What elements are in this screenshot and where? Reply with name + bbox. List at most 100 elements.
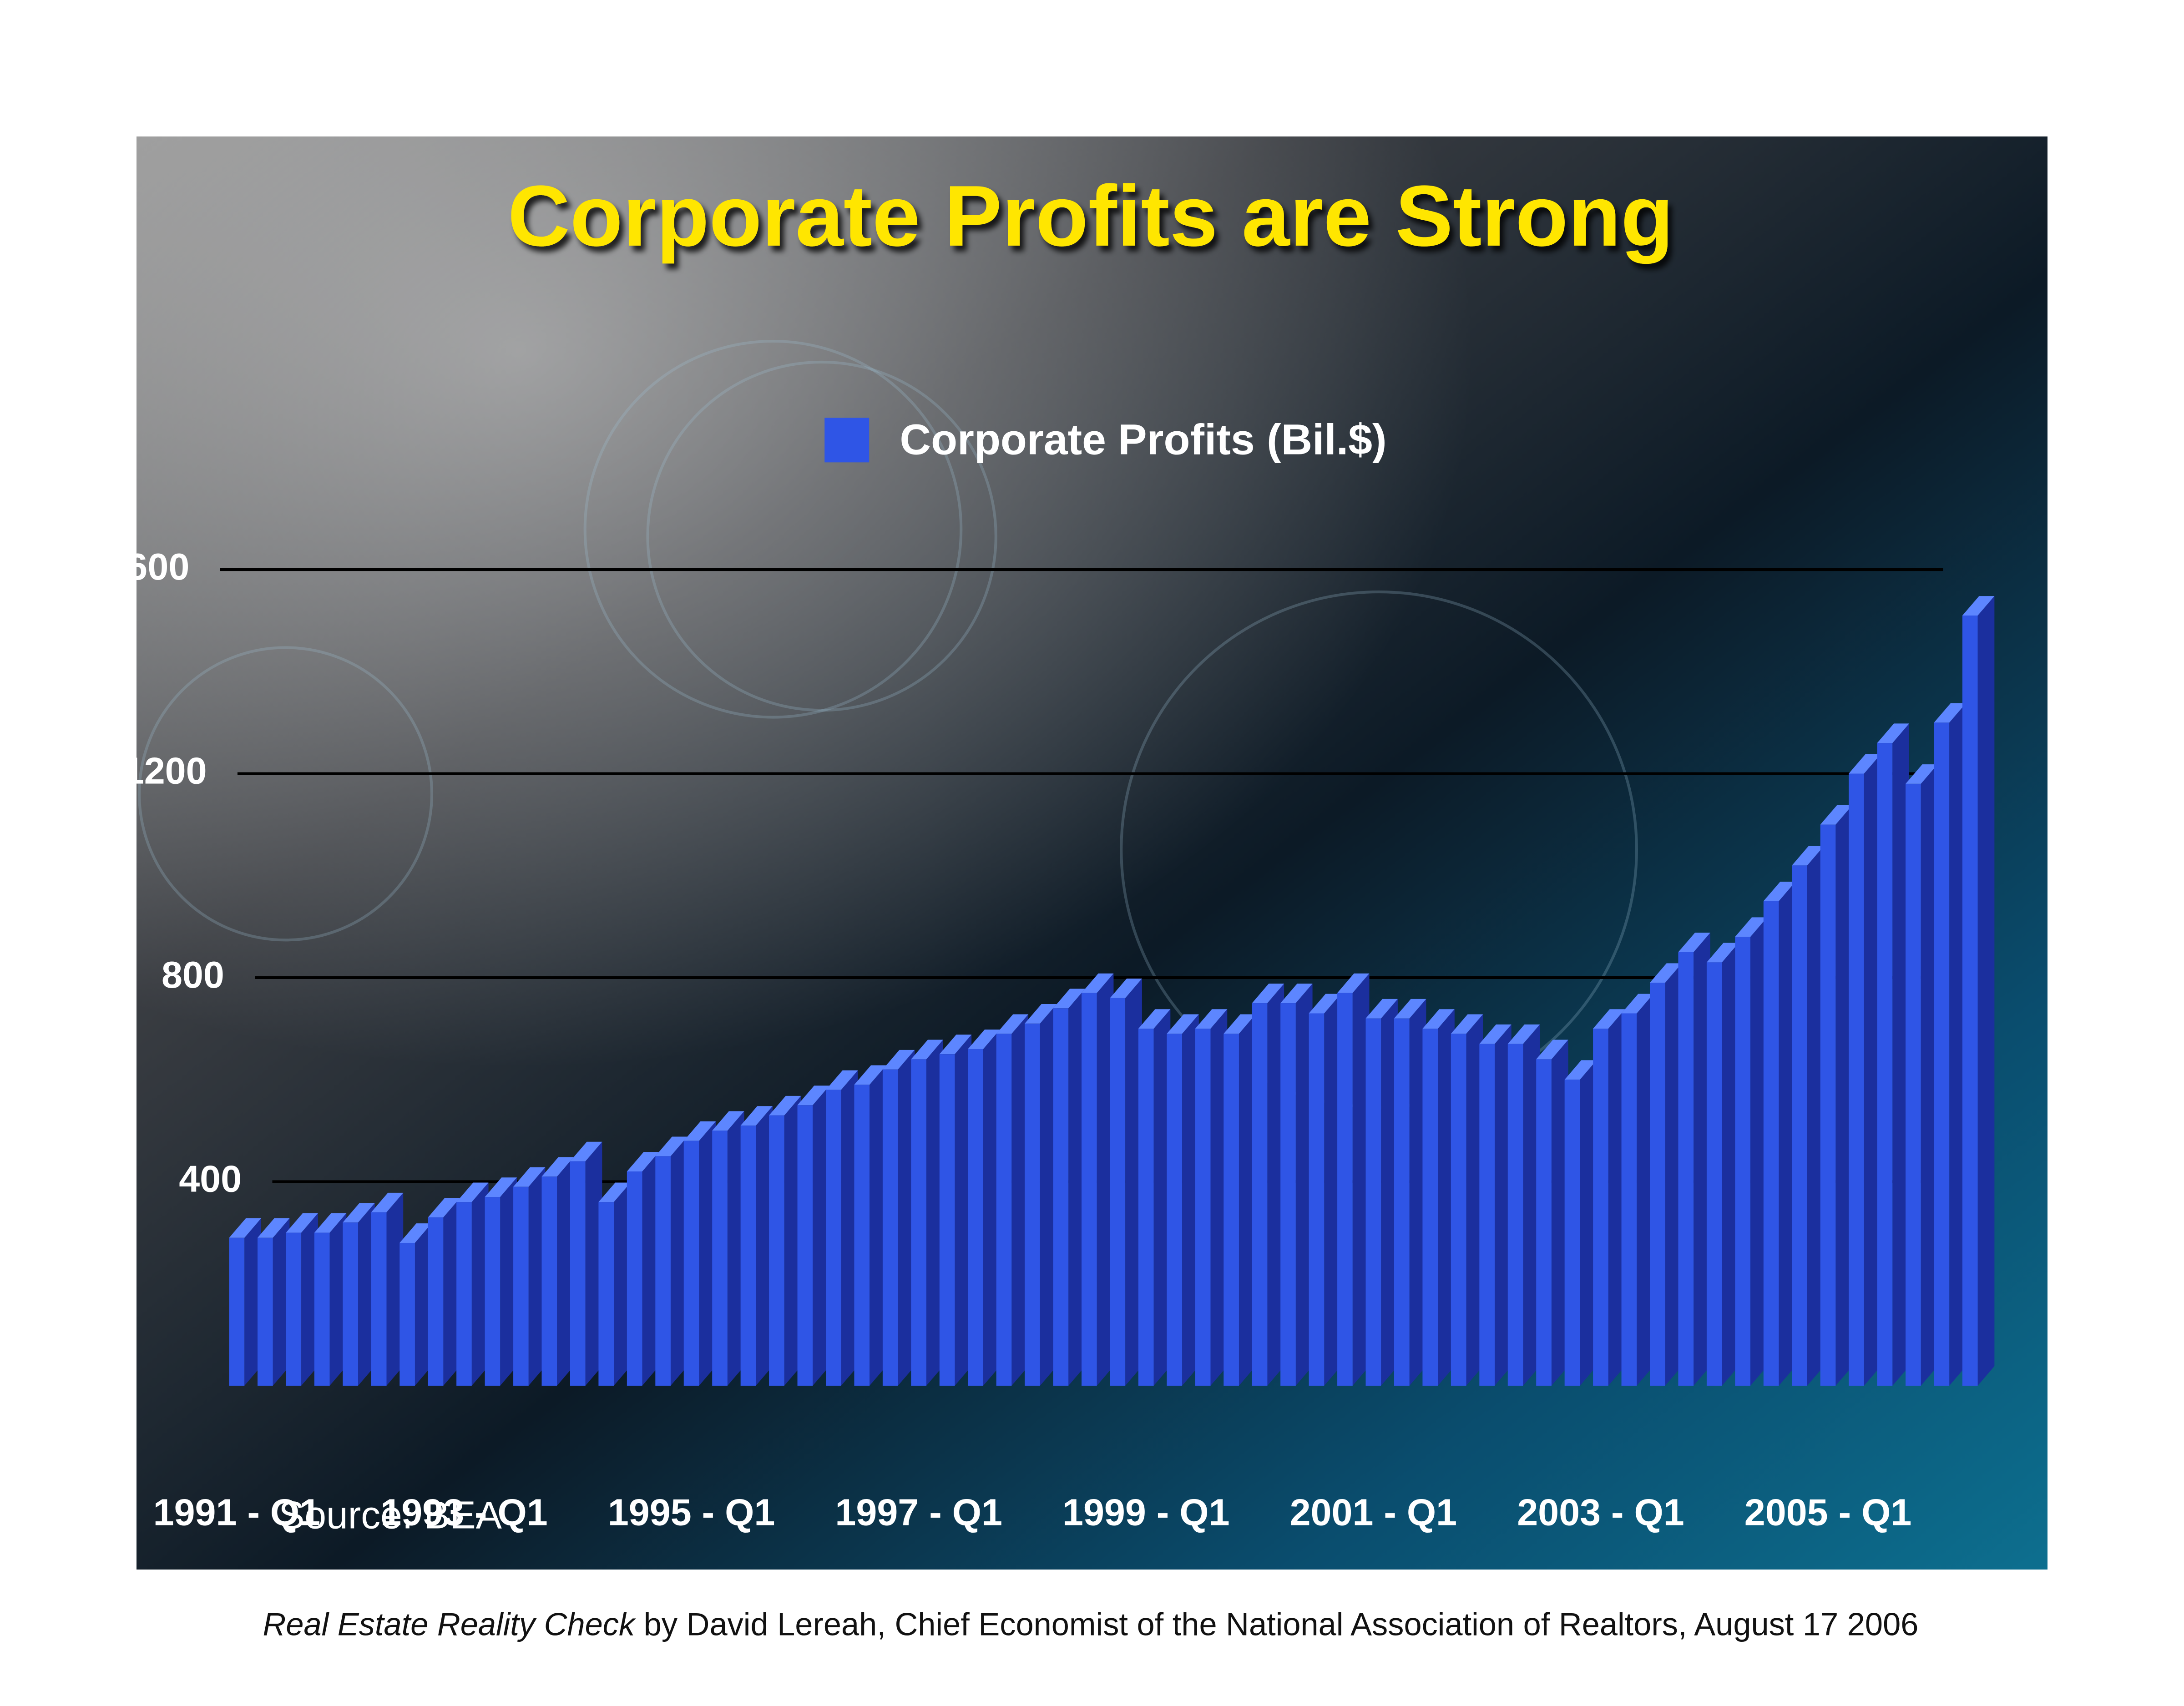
bar-3d bbox=[854, 1065, 886, 1386]
bar-top bbox=[1479, 1024, 1512, 1044]
bar-side bbox=[1637, 994, 1653, 1386]
bar bbox=[1706, 962, 1722, 1386]
bar-side bbox=[1125, 978, 1142, 1386]
bar-side bbox=[670, 1136, 688, 1386]
bar bbox=[1934, 722, 1950, 1386]
bar-top bbox=[1082, 973, 1114, 993]
bar-side bbox=[1892, 723, 1910, 1386]
bar-top bbox=[740, 1106, 773, 1126]
bar bbox=[996, 1034, 1012, 1386]
bar-top bbox=[1763, 881, 1796, 901]
bar-3d bbox=[456, 1182, 489, 1386]
bar-side bbox=[642, 1152, 659, 1386]
bar-3d bbox=[258, 1218, 290, 1386]
bar-side bbox=[1864, 754, 1881, 1386]
bar-side bbox=[443, 1198, 460, 1386]
bar-side bbox=[1267, 984, 1284, 1386]
bar bbox=[826, 1090, 841, 1386]
bar-3d bbox=[371, 1192, 404, 1386]
bar-side bbox=[1097, 973, 1114, 1386]
bar bbox=[1877, 743, 1893, 1386]
bar bbox=[769, 1115, 784, 1386]
x-tick-label: 1991 - Q1 bbox=[153, 1491, 321, 1533]
bar-top bbox=[968, 1030, 1000, 1049]
bar bbox=[712, 1131, 728, 1386]
bar bbox=[1906, 783, 1921, 1386]
bar-side bbox=[926, 1040, 943, 1386]
bar-side bbox=[1608, 1009, 1625, 1386]
bar-top bbox=[485, 1177, 517, 1197]
bar-3d bbox=[1621, 994, 1653, 1386]
bar-3d bbox=[1451, 1014, 1483, 1386]
bar-side bbox=[1466, 1014, 1483, 1386]
bar-top bbox=[769, 1095, 801, 1115]
y-tick-label: 1600 bbox=[106, 545, 189, 588]
bar bbox=[598, 1202, 614, 1386]
bar-side bbox=[813, 1085, 829, 1386]
bar-side bbox=[1239, 1014, 1256, 1386]
bar bbox=[1479, 1044, 1495, 1386]
bar-top bbox=[1337, 973, 1370, 993]
bar-top bbox=[1536, 1040, 1568, 1060]
bar-3d bbox=[1167, 1014, 1199, 1386]
bar-side bbox=[1921, 764, 1938, 1386]
bar-top bbox=[1621, 994, 1653, 1014]
bar-top bbox=[456, 1182, 489, 1202]
bar-side bbox=[898, 1050, 915, 1386]
x-tick-label: 1999 - Q1 bbox=[1062, 1491, 1230, 1533]
bar-3d bbox=[769, 1095, 801, 1386]
bar-side bbox=[784, 1095, 801, 1386]
bar-3d bbox=[343, 1203, 375, 1386]
bar-3d bbox=[1053, 989, 1085, 1386]
bar-top bbox=[343, 1203, 375, 1223]
bar-top bbox=[939, 1035, 972, 1055]
bar-top bbox=[655, 1136, 688, 1156]
bar-top bbox=[428, 1198, 460, 1217]
bar-top bbox=[1309, 994, 1341, 1014]
bar bbox=[1849, 773, 1864, 1386]
bar-3d bbox=[1195, 1009, 1228, 1386]
bar-top bbox=[1223, 1014, 1256, 1034]
bar-3d bbox=[1934, 703, 1966, 1386]
bar bbox=[1621, 1013, 1637, 1386]
bar bbox=[1280, 1003, 1296, 1386]
bar-side bbox=[1665, 963, 1682, 1386]
source: Source: BEA bbox=[278, 1493, 502, 1537]
bar-top bbox=[797, 1085, 829, 1105]
bar bbox=[229, 1237, 245, 1386]
bar-top bbox=[1735, 917, 1767, 937]
bar-side bbox=[1523, 1024, 1540, 1386]
x-tick-label: 2003 - Q1 bbox=[1517, 1491, 1684, 1533]
bar-top bbox=[683, 1121, 716, 1141]
bar-3d bbox=[1223, 1014, 1256, 1386]
bar bbox=[1763, 901, 1779, 1386]
bar bbox=[1564, 1080, 1580, 1386]
bar-3d bbox=[740, 1106, 773, 1386]
y-tick-label: 1200 bbox=[123, 749, 207, 792]
bar bbox=[627, 1171, 642, 1386]
bar bbox=[1337, 993, 1353, 1386]
bar-top bbox=[1110, 978, 1142, 998]
bar-3d bbox=[1252, 984, 1284, 1386]
bar-3d bbox=[826, 1070, 858, 1386]
bar bbox=[968, 1049, 983, 1386]
bar-3d bbox=[683, 1121, 716, 1386]
x-tick-label: 1993 - Q1 bbox=[380, 1491, 548, 1533]
bar-3d bbox=[1365, 999, 1398, 1386]
bar-3d bbox=[1849, 754, 1881, 1386]
bar bbox=[1223, 1034, 1239, 1386]
bar-top bbox=[1252, 984, 1284, 1004]
bar-side bbox=[1580, 1060, 1597, 1386]
bar-side bbox=[1324, 994, 1341, 1386]
bar-top bbox=[570, 1141, 602, 1161]
bar-3d bbox=[1309, 994, 1341, 1386]
bar-top bbox=[1195, 1009, 1228, 1029]
bar-top bbox=[854, 1065, 886, 1085]
footer-italic: Real Estate Reality Check bbox=[263, 1606, 636, 1642]
bar-top bbox=[1906, 764, 1938, 784]
bar-side bbox=[1750, 917, 1767, 1386]
bar-3d bbox=[1280, 984, 1313, 1386]
bar-side bbox=[1210, 1009, 1228, 1386]
bar bbox=[797, 1105, 813, 1386]
